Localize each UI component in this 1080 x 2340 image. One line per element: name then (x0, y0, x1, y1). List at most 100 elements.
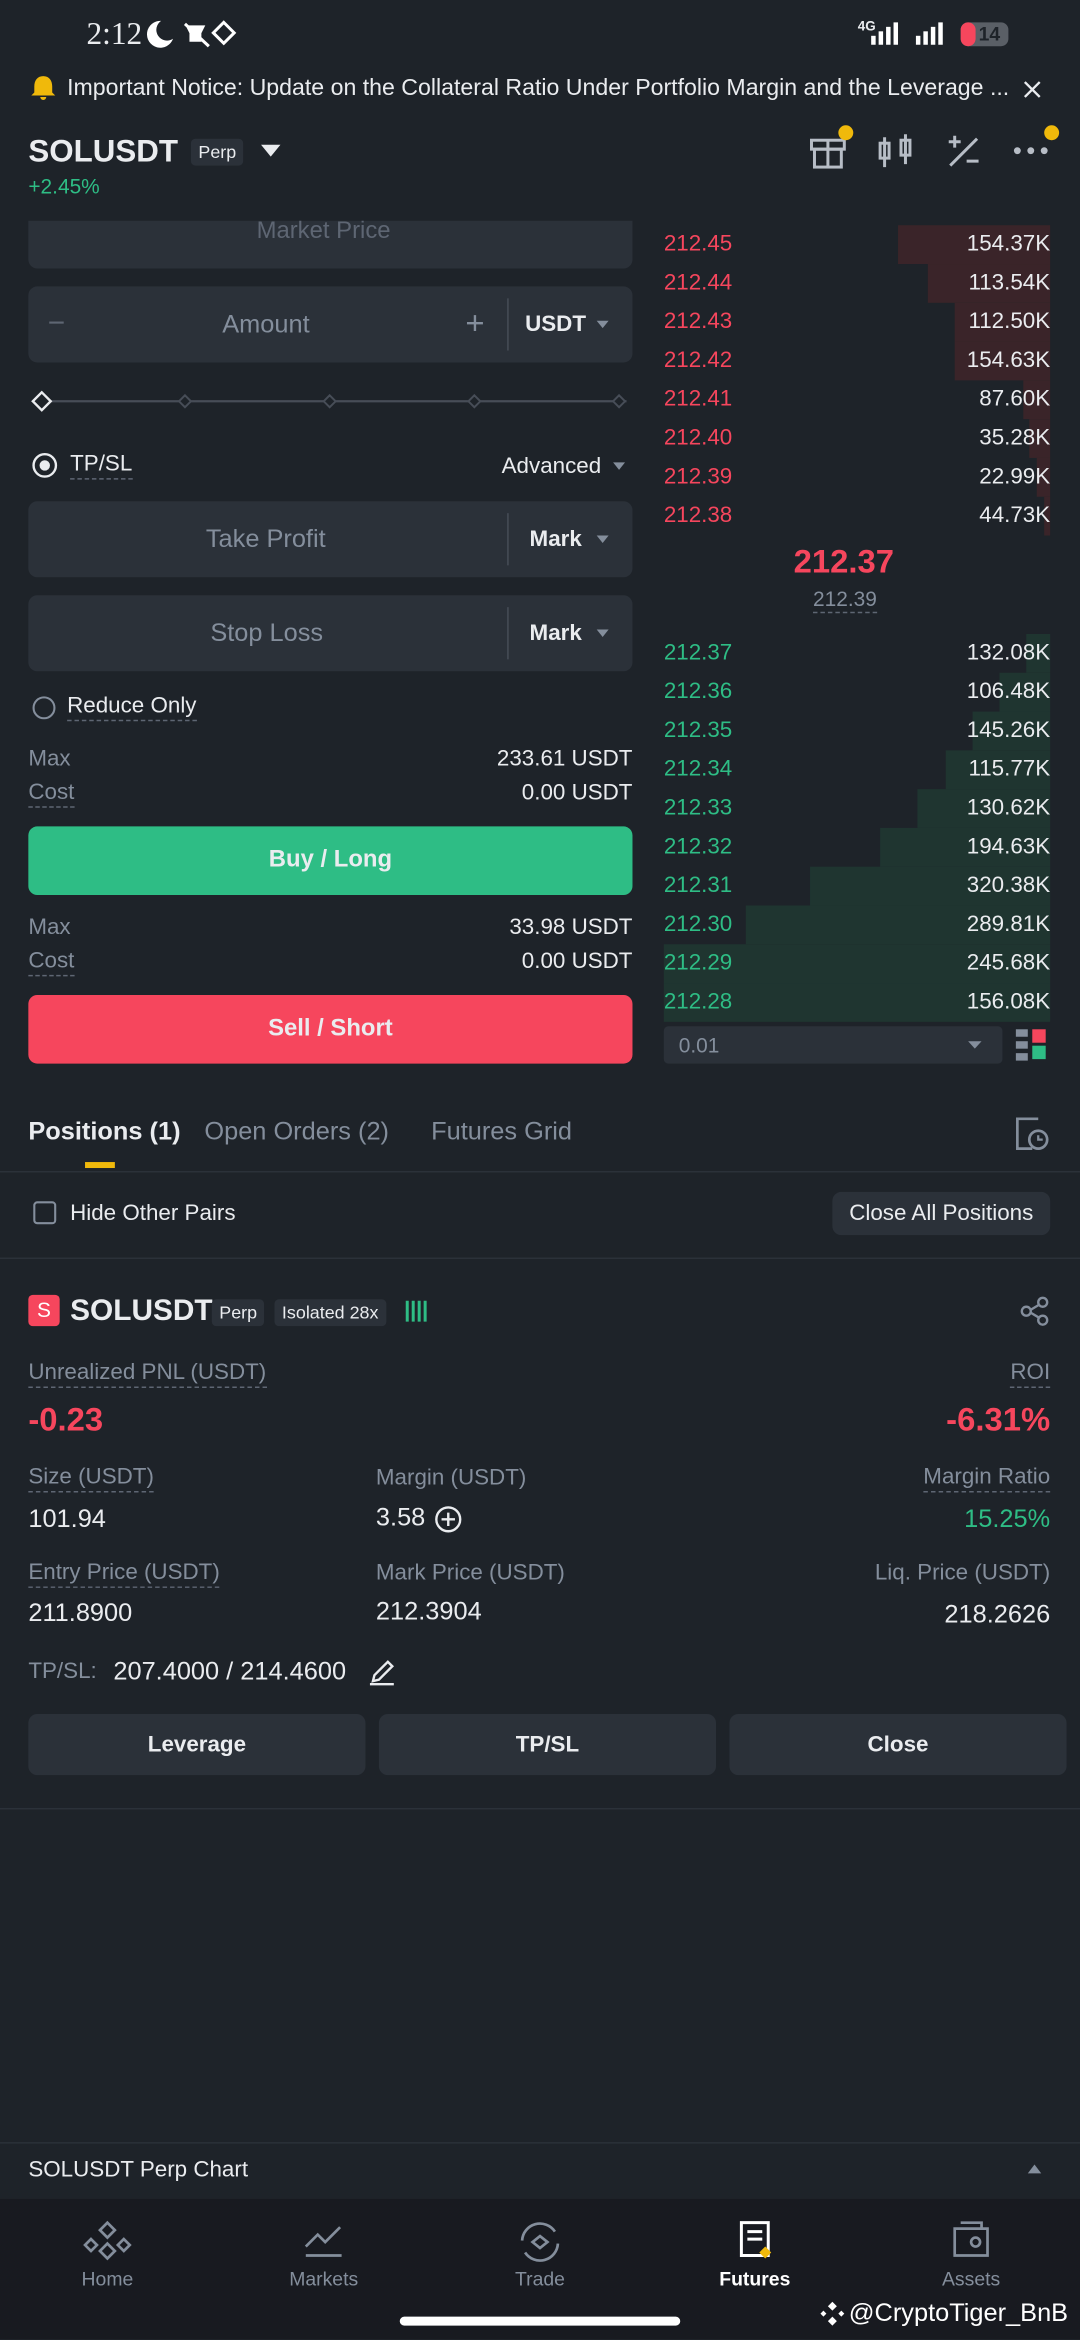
nav-item[interactable]: Assets (941, 2267, 1001, 2291)
margin-ratio: 15.25% (964, 1504, 1051, 1534)
book-amount: 132.08K (966, 639, 1051, 666)
close-all-button[interactable]: Close All Positions (832, 1191, 1051, 1236)
trade-panel: Market Price − Amount + USDT TP/SL Advan… (0, 220, 1080, 1086)
book-price[interactable]: 212.28 (663, 989, 733, 1015)
nav-item[interactable]: Trade (515, 2267, 565, 2291)
depth-bar (917, 789, 1051, 828)
order-book: 212.45 154.37K 212.44 113.54K 212.43 112.50K 2… (0, 221, 1080, 1086)
stop-loss-box[interactable] (28, 595, 633, 672)
depth-bar (663, 944, 1051, 984)
book-price[interactable]: 212.30 (663, 911, 733, 937)
book-amount: 156.08K (966, 989, 1051, 1015)
tab[interactable]: Futures Grid (431, 1117, 573, 1146)
book-price[interactable]: 212.34 (663, 756, 733, 782)
notice-text[interactable]: Important Notice: Update on the Collater… (67, 75, 1010, 101)
price-type-box[interactable] (28, 220, 633, 269)
add-margin[interactable] (434, 1505, 462, 1533)
book-amount: 106.48K (966, 678, 1051, 705)
book-price[interactable]: 212.33 (663, 795, 733, 821)
size-label: Size (USDT) (28, 1464, 154, 1493)
book-price[interactable]: 212.32 (663, 833, 733, 860)
book-price[interactable]: 212.38 (663, 502, 733, 529)
position-button[interactable]: Leverage (28, 1713, 366, 1776)
checkbox[interactable] (33, 1201, 57, 1225)
roi-label: ROI (1010, 1360, 1051, 1389)
cost-label: Cost (28, 779, 75, 808)
tp-trigger[interactable]: Mark (529, 526, 582, 552)
edit-icon[interactable] (368, 1659, 395, 1686)
book-price[interactable]: 212.36 (663, 678, 733, 705)
header-icons[interactable] (806, 125, 1067, 173)
price-change: +2.45% (28, 173, 100, 198)
advanced[interactable]: Advanced (501, 453, 602, 479)
take-profit-box[interactable] (28, 501, 633, 578)
tab[interactable]: Open Orders (2) (204, 1117, 389, 1146)
reduce-only-radio[interactable] (31, 695, 56, 720)
symbol-caret[interactable] (261, 144, 281, 158)
chart-bar-label: SOLUSDT Perp Chart (28, 2157, 249, 2183)
book-amount: 112.50K (968, 308, 1051, 335)
book-price[interactable]: 212.39 (663, 463, 733, 490)
clock: 2:12 (86, 15, 143, 52)
nav-icons (83, 2220, 989, 2262)
depth-bar (898, 225, 1051, 265)
share-icon[interactable] (1020, 1296, 1050, 1326)
book-layout[interactable] (1015, 1029, 1047, 1061)
position-button[interactable]: TP/SL (378, 1713, 717, 1776)
hide-other-pairs: Hide Other Pairs (70, 1200, 236, 1227)
increment[interactable]: + (465, 304, 485, 342)
entry-price: 211.8900 (28, 1598, 133, 1628)
caret (596, 535, 609, 543)
roi: -6.31% (946, 1400, 1051, 1438)
book-amount: 154.63K (966, 347, 1051, 373)
history-icon[interactable] (1014, 1114, 1050, 1151)
expand-caret[interactable] (1027, 2164, 1042, 2174)
nav-item[interactable]: Home (81, 2267, 134, 2291)
book-price[interactable]: 212.41 (663, 386, 733, 412)
cost-label: Cost (28, 948, 75, 977)
book-price[interactable]: 212.40 (663, 425, 733, 451)
sl-trigger[interactable]: Mark (529, 620, 582, 646)
tpsl-value: 207.4000 / 214.4600 (113, 1657, 347, 1686)
sell-button[interactable]: Sell / Short (28, 994, 633, 1064)
caret (613, 462, 626, 470)
book-amount: 245.68K (966, 950, 1051, 976)
tpsl-radio[interactable] (31, 452, 58, 479)
book-price[interactable]: 212.31 (663, 872, 733, 899)
book-price[interactable]: 212.43 (663, 308, 733, 335)
amount-unit[interactable]: USDT (525, 311, 587, 338)
amount-box[interactable] (28, 286, 633, 363)
leverage-slider[interactable] (30, 389, 633, 413)
tab[interactable]: Positions (1) (28, 1117, 181, 1146)
decrement[interactable]: − (47, 307, 66, 341)
nav-item[interactable]: Futures (719, 2267, 791, 2291)
book-price[interactable]: 212.42 (663, 347, 733, 373)
symbol[interactable]: SOLUSDT (28, 134, 179, 170)
book-amount: 44.73K (979, 502, 1051, 529)
chart-bar[interactable] (0, 2142, 1080, 2201)
cost-value: 0.00 USDT (521, 948, 633, 975)
book-price[interactable]: 212.29 (663, 950, 733, 976)
book-amount: 154.37K (966, 231, 1051, 257)
book-amount: 130.62K (966, 795, 1051, 821)
book-price[interactable]: 212.44 (663, 270, 733, 296)
buy-button[interactable]: Buy / Long (28, 826, 633, 896)
book-price[interactable]: 212.37 (663, 639, 733, 666)
max-value: 233.61 USDT (496, 745, 633, 772)
close-notice[interactable] (1023, 81, 1041, 99)
liq-label: Liq. Price (USDT) (874, 1560, 1051, 1586)
max-value: 33.98 USDT (509, 914, 633, 940)
book-price[interactable]: 212.35 (663, 717, 733, 743)
mark-price: 212.39 (812, 586, 877, 613)
book-amount: 87.60K (979, 386, 1051, 412)
position-symbol[interactable]: SOLUSDT (70, 1294, 213, 1328)
battery-level: 14 (978, 22, 1001, 46)
separator (0, 1257, 1080, 1260)
tick-selector[interactable] (663, 1026, 1003, 1064)
bottom-nav (0, 2198, 1080, 2340)
book-price[interactable]: 212.45 (663, 231, 733, 257)
position-button[interactable]: Close (729, 1713, 1067, 1776)
nav-item[interactable]: Markets (289, 2267, 359, 2291)
side-icon: S (28, 1294, 60, 1327)
